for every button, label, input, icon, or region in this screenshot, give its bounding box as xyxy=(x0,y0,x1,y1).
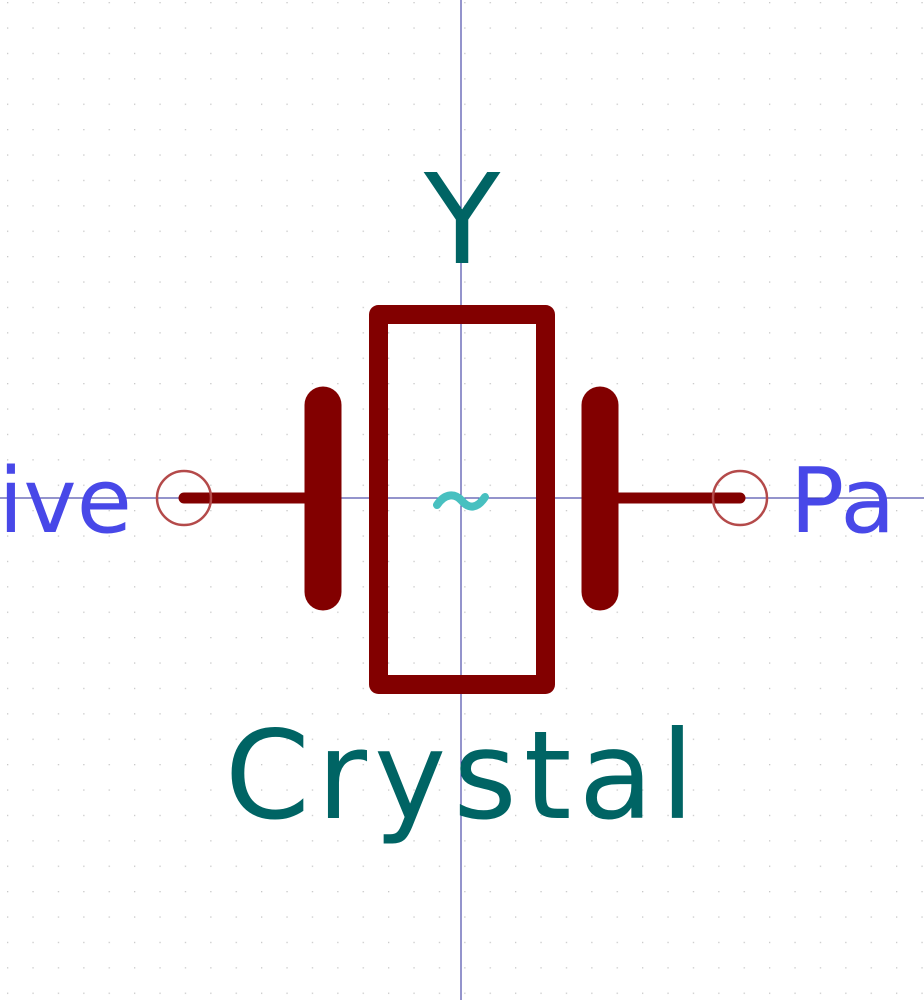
tilde-glyph-icon xyxy=(433,491,489,511)
value-field[interactable]: Crystal xyxy=(225,705,702,847)
crystal-body-rectangle[interactable] xyxy=(369,305,555,694)
reference-designator[interactable]: Y xyxy=(423,148,501,293)
left-pin-circle-icon[interactable] xyxy=(155,469,213,527)
right-pin-name: Pa xyxy=(790,449,895,554)
left-pin-name: ive xyxy=(0,449,132,554)
right-pin-circle-icon[interactable] xyxy=(711,469,769,527)
